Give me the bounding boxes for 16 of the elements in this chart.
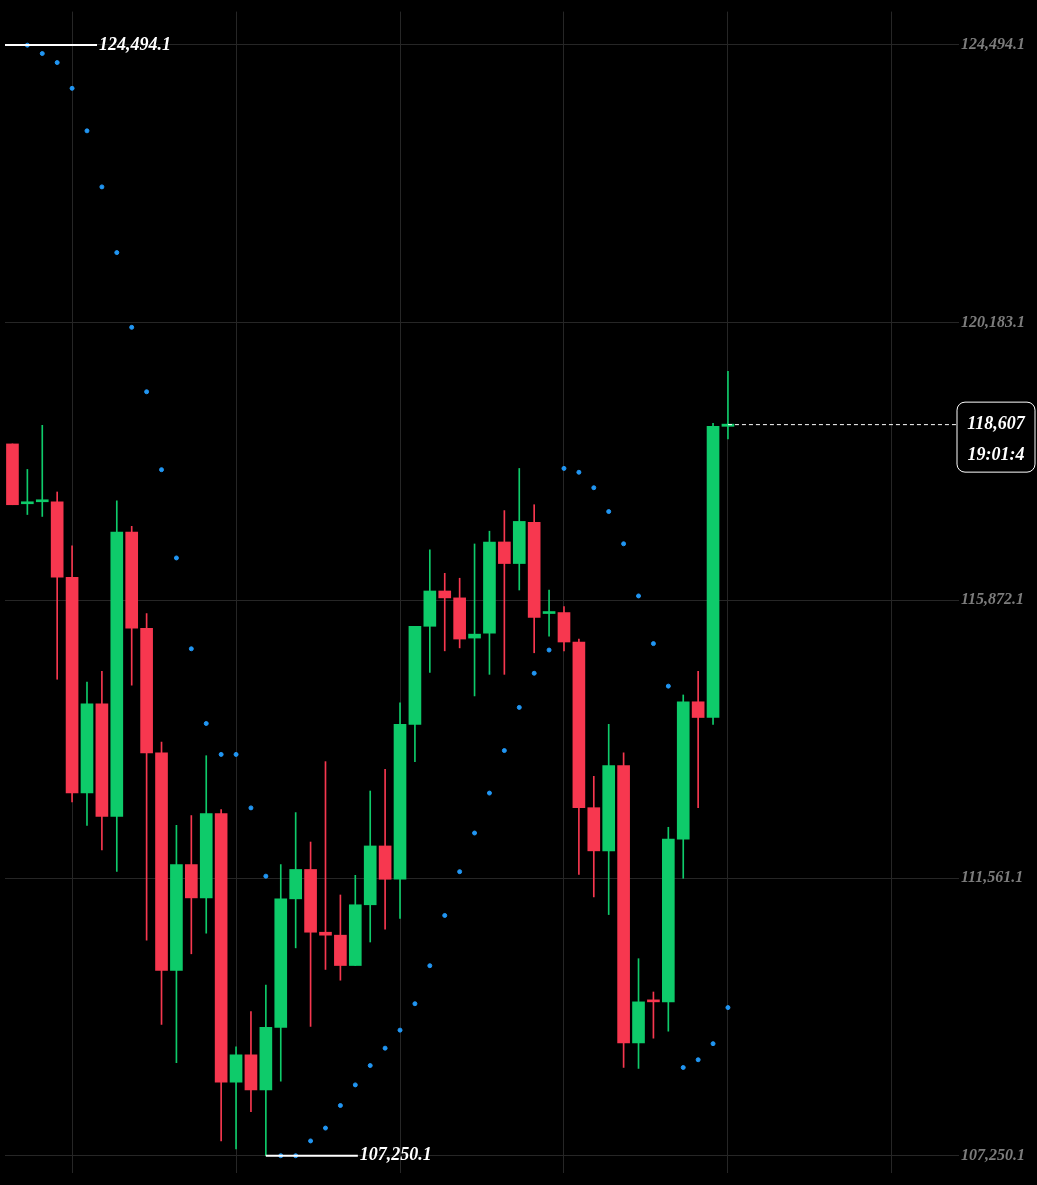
candlestick: [438, 573, 452, 652]
candlestick: [35, 424, 49, 517]
candlestick: [289, 812, 302, 949]
y-tick-label: 115,872.1: [961, 590, 1025, 608]
ref-line-label: 124,494.1: [99, 33, 171, 54]
candlestick: [691, 671, 705, 809]
y-tick-label: 107,250.1: [961, 1145, 1025, 1163]
y-tick-label: 120,183.1: [961, 312, 1025, 330]
candlestick: [378, 769, 392, 930]
text: 19:01:4: [967, 443, 1025, 464]
y-tick-label: 124,494.1: [961, 35, 1025, 53]
y-tick-label: 111,561.1: [961, 868, 1024, 886]
ref-line-label: 118,607: [967, 412, 1026, 433]
candlestick: [542, 589, 556, 637]
candlestick: [185, 815, 198, 955]
ref-line-label: 107,250.1: [359, 1144, 432, 1165]
